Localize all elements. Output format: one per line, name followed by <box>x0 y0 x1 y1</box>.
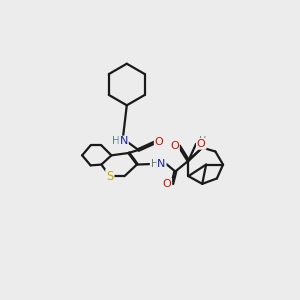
Text: O: O <box>197 139 206 149</box>
Text: N: N <box>157 159 166 169</box>
Text: N: N <box>119 136 128 146</box>
Text: O: O <box>155 137 164 147</box>
Text: H: H <box>151 159 158 169</box>
Text: H: H <box>199 136 206 146</box>
Text: O: O <box>163 179 171 189</box>
Text: S: S <box>106 169 113 183</box>
Text: H: H <box>112 136 120 146</box>
Text: O: O <box>170 141 179 151</box>
